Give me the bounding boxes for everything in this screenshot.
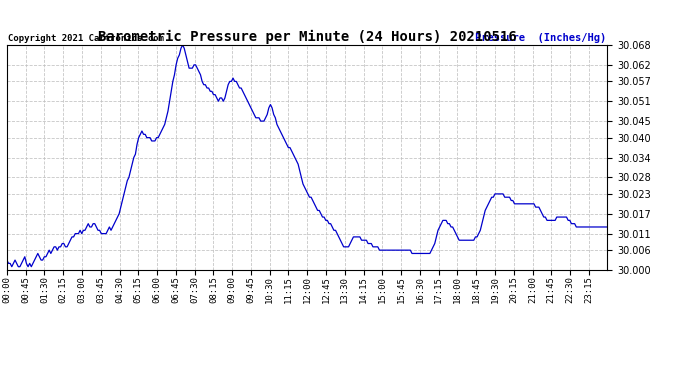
Text: Pressure  (Inches/Hg): Pressure (Inches/Hg) — [475, 33, 606, 43]
Text: Copyright 2021 Cartronics.com: Copyright 2021 Cartronics.com — [8, 34, 164, 43]
Title: Barometric Pressure per Minute (24 Hours) 20210516: Barometric Pressure per Minute (24 Hours… — [98, 30, 516, 44]
